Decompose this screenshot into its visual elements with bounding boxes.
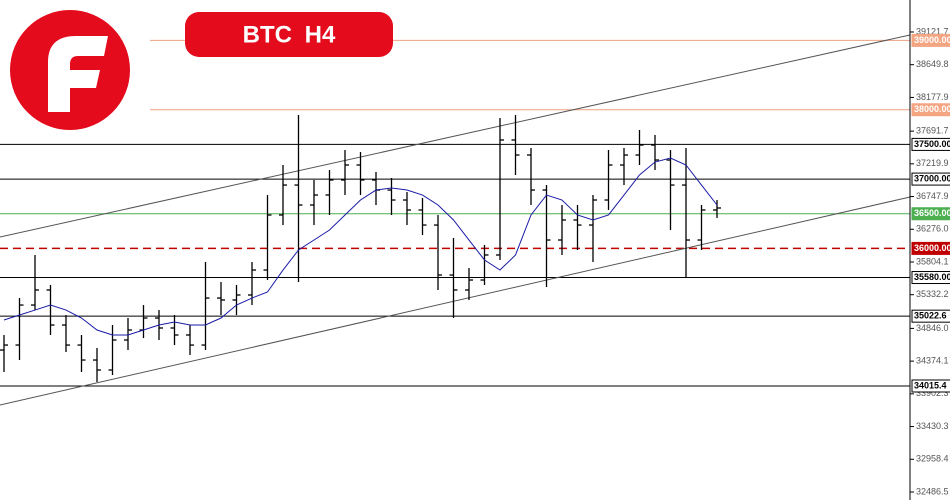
level-label: 35022.6: [914, 311, 947, 321]
y-tick-label: 34846.0: [916, 323, 949, 333]
levels: [0, 39, 910, 387]
y-tick-label: 37691.7: [916, 125, 949, 135]
y-tick-label: 36747.9: [916, 191, 949, 201]
y-tick-label: 37219.9: [916, 158, 949, 168]
y-axis-ticks: 39121.7 38649.8 38177.9 37691.7 37219.9 36747…: [910, 26, 949, 496]
level-label-box: [911, 309, 950, 323]
level-label-box: [911, 271, 950, 285]
level-label: 36500.00: [914, 208, 950, 218]
y-tick-label: 32958.4: [916, 454, 949, 464]
chart-title: BTC H4: [243, 21, 336, 48]
channel-lower: [0, 196, 911, 406]
level-label-box: [911, 207, 950, 221]
plot: [0, 115, 721, 383]
y-tick-label: 38649.8: [916, 59, 949, 69]
y-tick-label: 35332.2: [916, 289, 949, 299]
level-label: 37500.00: [914, 139, 950, 149]
level-label-box: [911, 33, 950, 47]
y-tick-label: 35804.1: [916, 256, 949, 266]
logo-letter: [48, 36, 108, 112]
level-label-box: [911, 172, 950, 186]
y-tick-label: 33902.3: [916, 388, 949, 398]
y-tick-label: 36276.0: [916, 224, 949, 234]
y-tick-label: 34374.1: [916, 356, 949, 366]
level-label-box: [911, 241, 950, 255]
y-tick-label: 38177.9: [916, 92, 949, 102]
level-label-box: [911, 137, 950, 151]
level-label-box: [911, 103, 950, 117]
logo: [10, 10, 130, 130]
level-label: 35580.00: [914, 272, 950, 282]
level-label: 34015.4: [914, 380, 947, 390]
level-label: 36000.00: [914, 243, 950, 253]
y-tick-label: 33430.3: [916, 421, 949, 431]
moving-average: [3, 157, 718, 336]
channel-upper: [0, 34, 911, 238]
y-tick-label: 39121.7: [916, 26, 949, 36]
level-label: 39000.00: [914, 35, 950, 45]
level-label: 38000.00: [914, 104, 950, 114]
y-tick-label: 32486.5: [916, 486, 949, 496]
level-label-box: [911, 379, 950, 393]
level-label: 37000.00: [914, 173, 950, 183]
level-labels: 39000.00 38000.00 37500.00 37000.00 36500.00…: [911, 33, 950, 393]
title-badge: [185, 12, 393, 57]
